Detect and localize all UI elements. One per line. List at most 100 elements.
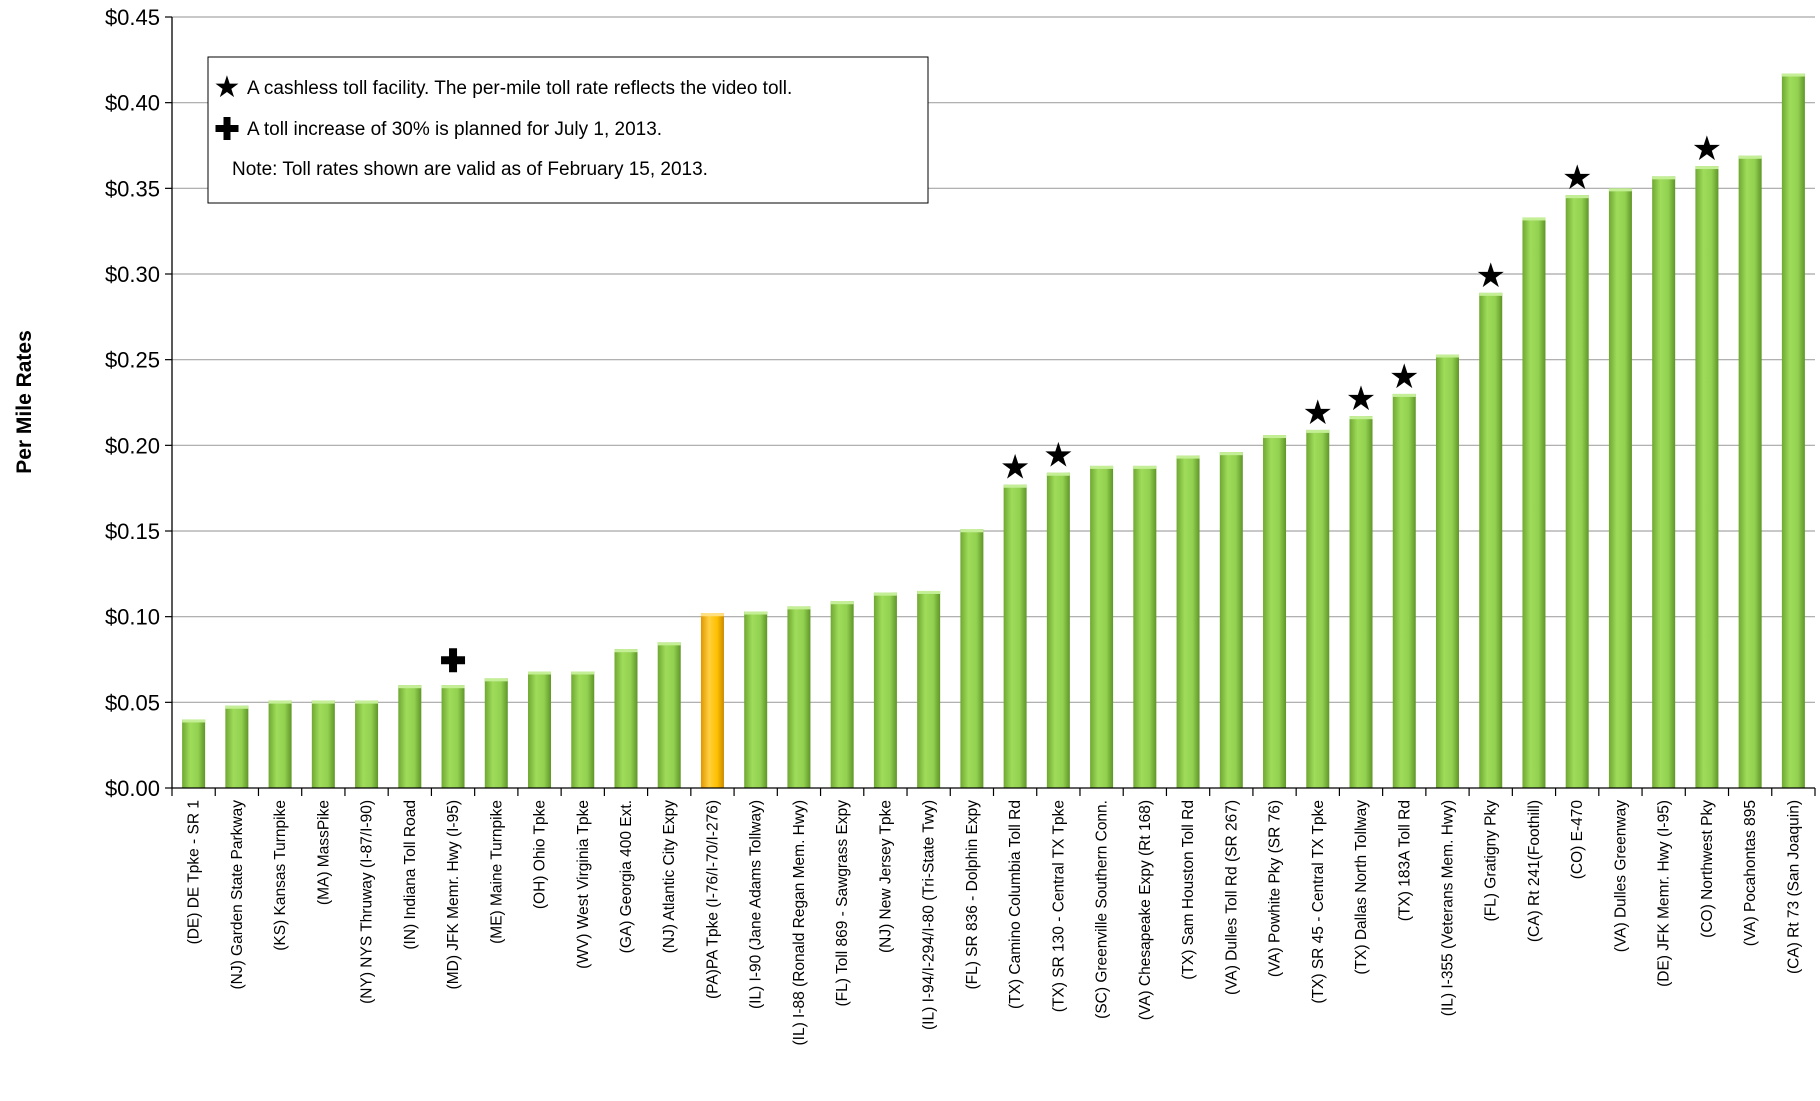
bar: [657, 642, 681, 788]
bar-top-highlight: [1652, 176, 1676, 180]
bar: [398, 685, 422, 788]
bar-top-highlight: [1046, 472, 1070, 476]
x-tick-label: (OH) Ohio Tpke: [532, 800, 549, 909]
bar-top-highlight: [873, 592, 897, 596]
legend-frame: [207, 56, 929, 204]
bar-top-highlight: [1306, 429, 1330, 433]
x-tick-label: (DE) DE Tpke - SR 1: [186, 800, 203, 944]
y-axis-label: Per Mile Rates: [13, 330, 36, 474]
bar: [1522, 217, 1546, 788]
bar: [441, 685, 465, 788]
bar: [182, 719, 206, 788]
bar: [1479, 292, 1503, 788]
y-tick-label: $0.40: [105, 91, 160, 116]
x-tick-label: (FL) SR 836 - Dolphin Expy: [964, 800, 981, 990]
x-tick-label: (FL) Gratigny Pky: [1483, 800, 1500, 922]
x-tick-label: (PA)PA Tpke (I-76/I-70/I-276): [704, 800, 721, 999]
bar-top-highlight: [744, 611, 768, 615]
bar: [1176, 455, 1200, 788]
y-tick-label: $0.30: [105, 262, 160, 287]
y-axis-ticks: $0.00 $0.05 $0.10 $0.15 $0.20 $0.25 $0.30 $0.35…: [105, 5, 172, 801]
x-tick-label: (SC) Greenville Southern Conn.: [1094, 800, 1111, 1019]
bar-top-highlight: [1695, 166, 1719, 170]
bar: [528, 671, 552, 788]
y-tick-label: $0.35: [105, 176, 160, 201]
x-axis-labels: (DE) DE Tpke - SR 1 (NJ) Garden State Par…: [171, 788, 1816, 1046]
bar-top-highlight: [1435, 354, 1459, 358]
x-tick-label: (MA) MassPike: [315, 800, 332, 905]
x-tick-label: (IN) Indiana Toll Road: [402, 800, 419, 950]
x-tick-label: (NJ) Garden State Parkway: [229, 800, 246, 990]
x-tick-label: (WV) West Virginia Tpke: [575, 800, 592, 969]
x-tick-label: (VA) Dulles Greenway: [1612, 800, 1629, 952]
bar-top-highlight: [1479, 292, 1503, 296]
x-tick-label: (VA) Powhite Pky (SR 76): [1267, 800, 1284, 977]
bar-top-highlight: [1263, 435, 1287, 439]
x-tick-label: (CO) E-470: [1569, 800, 1586, 880]
bar: [1090, 465, 1114, 788]
x-tick-label: (VA) Chesapeake Expy (Rt 168): [1137, 800, 1154, 1020]
bar-top-highlight: [1738, 155, 1762, 159]
legend-star-icon: ★: [214, 70, 241, 105]
bar-top-highlight: [1219, 452, 1243, 456]
bar-top-highlight: [528, 671, 552, 675]
bar-top-highlight: [657, 642, 681, 646]
bar: [1046, 472, 1070, 788]
legend-item-cashless: A cashless toll facility. The per-mile t…: [247, 78, 792, 99]
bar: [787, 606, 811, 788]
legend-note: Note: Toll rates shown are valid as of F…: [232, 159, 708, 180]
x-tick-label: (KS) Kansas Turnpike: [272, 800, 289, 951]
star-icon: ★: [1346, 379, 1376, 419]
x-tick-label: (VA) Dulles Toll Rd (SR 267): [1223, 800, 1240, 995]
x-tick-label: (NY) NYS Thruway (I-87/I-90): [359, 800, 376, 1004]
bar-top-highlight: [311, 700, 335, 704]
bar-top-highlight: [268, 700, 292, 704]
y-tick-label: $0.10: [105, 605, 160, 630]
bar-top-highlight: [571, 671, 595, 675]
bar: [1263, 435, 1287, 788]
bar: [1652, 176, 1676, 789]
bar: [1306, 429, 1330, 788]
x-tick-label: (TX) SR 130 - Central TX Tpke: [1050, 800, 1067, 1012]
y-tick-label: $0.15: [105, 519, 160, 544]
x-tick-label: (IL) I-88 (Ronald Regan Mem. Hwy): [791, 800, 808, 1046]
bar: [571, 671, 595, 788]
bar-top-highlight: [1392, 393, 1416, 397]
star-icon: ★: [1000, 448, 1030, 488]
y-tick-label: $0.00: [105, 776, 160, 801]
x-tick-label: (TX) Sam Houston Toll Rd: [1180, 800, 1197, 980]
x-tick-label: (NJ) Atlantic City Expy: [661, 800, 678, 954]
x-tick-label: (FL) Toll 869 - Sawgrass Expy: [834, 800, 851, 1007]
bar-top-highlight: [1608, 188, 1632, 192]
bar: [830, 601, 854, 788]
star-icon: ★: [1692, 129, 1722, 169]
markers: ★ ★ ★ ★ ★ ★ ★ ★: [441, 129, 1722, 673]
bar: [744, 611, 768, 788]
bar-top-highlight: [484, 678, 508, 682]
bar-top-highlight: [700, 613, 724, 617]
bars: [182, 73, 1805, 789]
bar: [1003, 484, 1027, 788]
bar-top-highlight: [917, 590, 941, 594]
bar: [1695, 166, 1719, 788]
x-tick-label: (CA) Rt 241(Foothill): [1526, 800, 1543, 942]
bar: [1738, 155, 1762, 788]
bar-top-highlight: [960, 529, 984, 533]
bar-top-highlight: [1522, 217, 1546, 221]
legend-plus-icon: [215, 117, 239, 140]
bar-top-highlight: [1176, 455, 1200, 459]
x-tick-label: (TX) Dallas North Tollway: [1353, 800, 1370, 975]
bar: [614, 649, 638, 788]
bar: [1435, 354, 1459, 788]
bar: [960, 529, 984, 788]
y-tick-label: $0.20: [105, 433, 160, 458]
x-tick-label: (ME) Maine Turnpike: [488, 800, 505, 944]
x-tick-label: (GA) Georgia 400 Ext.: [618, 800, 635, 953]
bar: [1608, 188, 1632, 789]
x-tick-label: (DE) JFK Memr. Hwy (I-95): [1656, 800, 1673, 987]
star-icon: ★: [1475, 256, 1505, 296]
bar: [1392, 393, 1416, 788]
star-icon: ★: [1043, 436, 1073, 476]
x-tick-label: (IL) I-90 (Jane Adams Tollway): [748, 800, 765, 1009]
